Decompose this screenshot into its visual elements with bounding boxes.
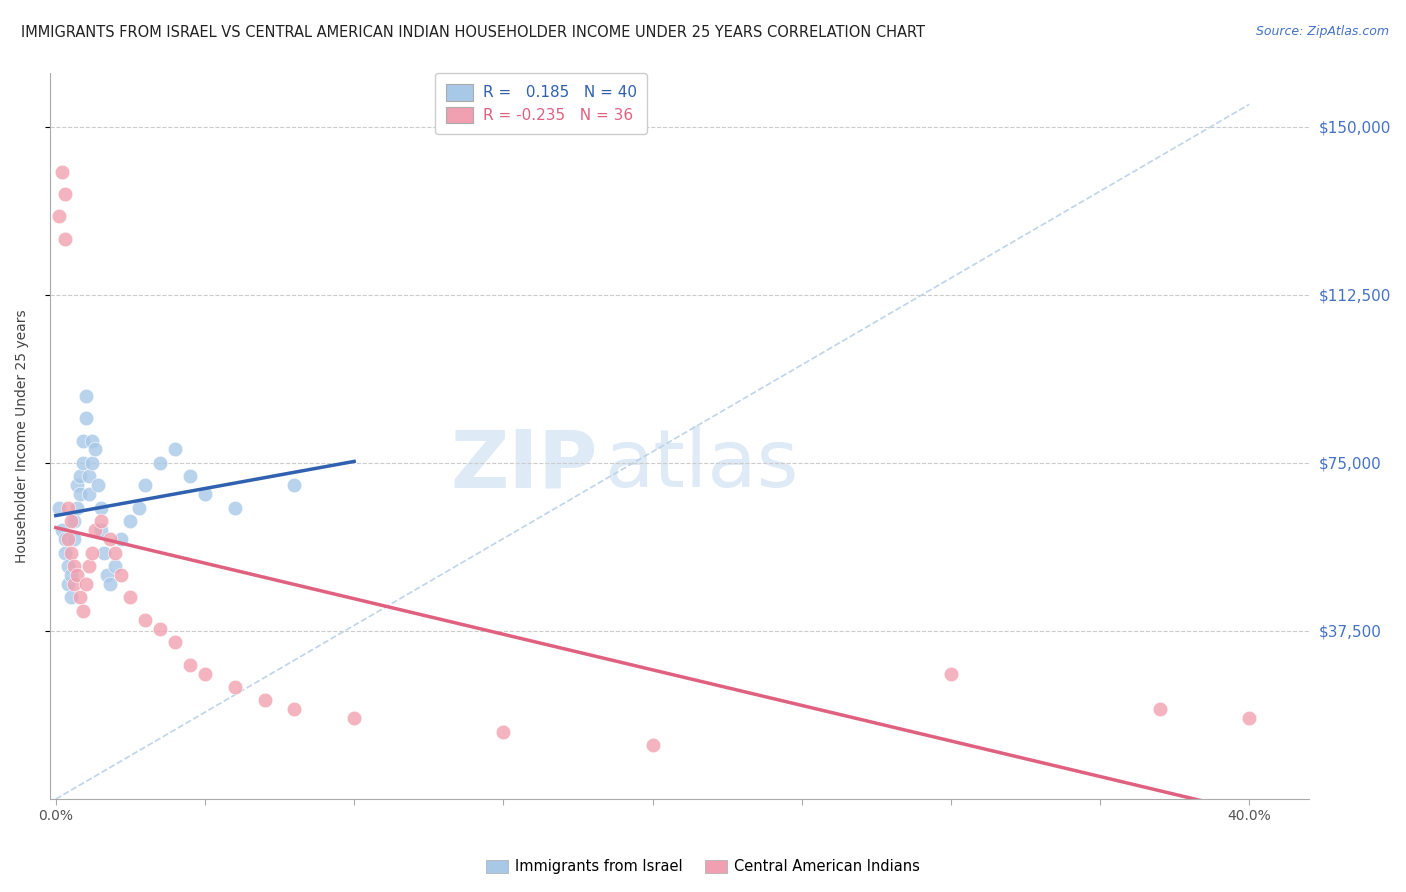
Point xyxy=(165,635,187,649)
Point xyxy=(56,500,79,515)
Point xyxy=(93,545,115,559)
Point xyxy=(98,577,121,591)
Point xyxy=(90,514,112,528)
Point xyxy=(77,469,100,483)
Point xyxy=(98,532,121,546)
Point xyxy=(939,666,962,681)
Point xyxy=(83,523,105,537)
Point xyxy=(104,559,127,574)
Point xyxy=(80,434,103,448)
Point xyxy=(283,702,305,716)
Point xyxy=(80,456,103,470)
Point xyxy=(53,232,76,246)
Point xyxy=(51,523,73,537)
Point xyxy=(179,657,201,672)
Point xyxy=(72,434,94,448)
Point xyxy=(77,487,100,501)
Point xyxy=(134,478,156,492)
Point xyxy=(62,559,84,574)
Point xyxy=(53,186,76,201)
Point xyxy=(66,478,89,492)
Point xyxy=(56,559,79,574)
Point xyxy=(90,500,112,515)
Point xyxy=(641,739,664,753)
Point xyxy=(53,532,76,546)
Point xyxy=(1239,711,1261,725)
Point xyxy=(253,693,276,707)
Point xyxy=(62,514,84,528)
Point xyxy=(75,411,97,425)
Point xyxy=(224,500,246,515)
Point xyxy=(104,545,127,559)
Point xyxy=(96,568,118,582)
Point xyxy=(149,622,172,636)
Point xyxy=(69,591,91,605)
Point xyxy=(343,711,366,725)
Point xyxy=(59,568,82,582)
Point xyxy=(53,545,76,559)
Point xyxy=(194,666,217,681)
Point xyxy=(66,568,89,582)
Point xyxy=(492,724,515,739)
Point xyxy=(59,591,82,605)
Point xyxy=(110,568,132,582)
Point xyxy=(86,478,108,492)
Point xyxy=(59,514,82,528)
Text: Source: ZipAtlas.com: Source: ZipAtlas.com xyxy=(1256,25,1389,38)
Point xyxy=(80,545,103,559)
Point xyxy=(134,613,156,627)
Point xyxy=(75,577,97,591)
Point xyxy=(194,487,217,501)
Point xyxy=(90,523,112,537)
Point xyxy=(69,487,91,501)
Point xyxy=(120,514,142,528)
Text: IMMIGRANTS FROM ISRAEL VS CENTRAL AMERICAN INDIAN HOUSEHOLDER INCOME UNDER 25 YE: IMMIGRANTS FROM ISRAEL VS CENTRAL AMERIC… xyxy=(21,25,925,40)
Point xyxy=(128,500,150,515)
Text: ZIP: ZIP xyxy=(450,426,598,504)
Point xyxy=(66,500,89,515)
Point xyxy=(72,456,94,470)
Point xyxy=(120,591,142,605)
Point xyxy=(224,680,246,694)
Point xyxy=(56,577,79,591)
Point xyxy=(75,389,97,403)
Point xyxy=(179,469,201,483)
Y-axis label: Householder Income Under 25 years: Householder Income Under 25 years xyxy=(15,310,30,563)
Legend: Immigrants from Israel, Central American Indians: Immigrants from Israel, Central American… xyxy=(481,854,925,880)
Point xyxy=(62,532,84,546)
Point xyxy=(56,532,79,546)
Point xyxy=(149,456,172,470)
Legend: R =   0.185   N = 40, R = -0.235   N = 36: R = 0.185 N = 40, R = -0.235 N = 36 xyxy=(436,73,647,134)
Point xyxy=(110,532,132,546)
Point xyxy=(59,545,82,559)
Point xyxy=(72,604,94,618)
Point xyxy=(69,469,91,483)
Point xyxy=(51,164,73,178)
Point xyxy=(165,442,187,457)
Text: atlas: atlas xyxy=(603,426,799,504)
Point xyxy=(77,559,100,574)
Point xyxy=(48,500,70,515)
Point xyxy=(62,577,84,591)
Point xyxy=(48,210,70,224)
Point xyxy=(83,442,105,457)
Point xyxy=(283,478,305,492)
Point xyxy=(1149,702,1171,716)
